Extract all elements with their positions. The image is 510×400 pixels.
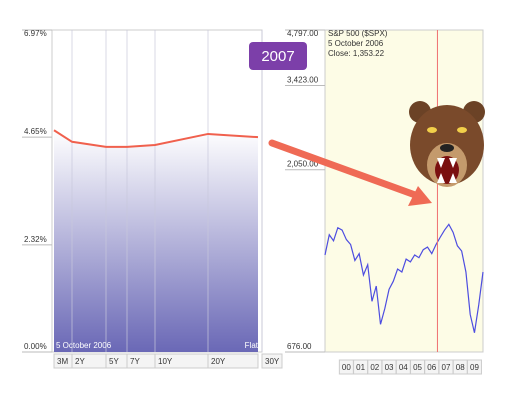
arrow-head (408, 186, 432, 206)
x-tick-label: 03 (385, 363, 394, 372)
x-tick-label: 7Y (130, 357, 140, 366)
x-tick-label: 06 (427, 363, 436, 372)
x-tick-label: 20Y (211, 357, 226, 366)
bear-icon (409, 101, 485, 187)
x-tick-label: 09 (470, 363, 479, 372)
y-tick-label: 3,423.00 (287, 75, 319, 84)
x-tick-label: 2Y (75, 357, 85, 366)
x-tick-label: 07 (442, 363, 451, 372)
x-tick-label: 5Y (109, 357, 119, 366)
line (53, 129, 259, 148)
x-tick-label: 10Y (158, 357, 173, 366)
y-tick-label: 676.00 (287, 342, 312, 351)
y-tick-label: 2.32% (24, 235, 47, 244)
x-tick-label: 00 (342, 363, 351, 372)
y-tick-label: 4.65% (24, 127, 47, 136)
y-tick-label: 2,050.00 (287, 160, 319, 169)
y-tick-label: 4,797.00 (287, 29, 319, 38)
annotation: 5 October 2006 (328, 39, 384, 48)
line (324, 223, 484, 333)
x-tick-label: 02 (370, 363, 379, 372)
x-tick-box (261, 353, 283, 369)
x-tick-label: 04 (399, 363, 408, 372)
annotation: 5 October 2006 (56, 341, 112, 350)
area (54, 130, 258, 352)
chart-title: S&P 500 ($SPX) (328, 29, 388, 38)
y-tick-label: 0.00% (24, 342, 47, 351)
x-tick-box (466, 359, 482, 375)
x-tick-label: 08 (456, 363, 465, 372)
y-tick-label: 6.97% (24, 29, 47, 38)
badge-text: 2007 (261, 48, 294, 65)
annotation: Flat (245, 341, 259, 350)
x-tick-label: 30Y (265, 357, 280, 366)
x-tick-box (207, 353, 259, 369)
badge (249, 42, 307, 70)
x-tick-label: 05 (413, 363, 422, 372)
x-tick-label: 3M (57, 357, 68, 366)
x-tick-label: 01 (356, 363, 365, 372)
arrow (268, 139, 422, 200)
annotation: Close: 1,353.22 (328, 49, 385, 58)
